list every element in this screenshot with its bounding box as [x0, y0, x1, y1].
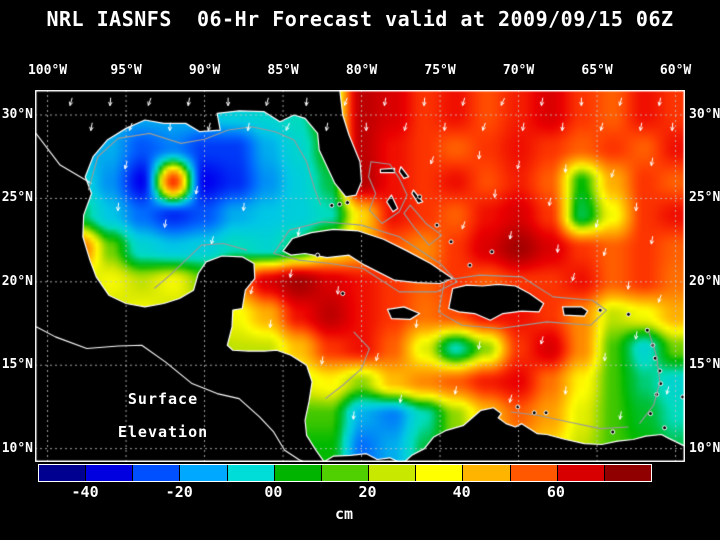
- colorbar-segment-5: [274, 465, 322, 481]
- lon-axis-label: 95°W: [110, 63, 142, 78]
- lat-axis-label-left: 10°N: [1, 440, 33, 456]
- colorbar-segment-11: [557, 465, 605, 481]
- lat-axis-label-left: 30°N: [1, 107, 33, 123]
- colorbar-segment-9: [463, 465, 511, 481]
- colorbar-segment-2: [133, 465, 181, 481]
- colorbar: [38, 464, 652, 482]
- lat-axis-label-right: 15°N: [689, 357, 720, 373]
- lat-axis-label-left: 20°N: [1, 273, 33, 289]
- surface-elevation-map-canvas: [35, 90, 685, 462]
- colorbar-unit-label: cm: [334, 505, 354, 523]
- lon-axis-label: 70°W: [502, 63, 535, 78]
- lon-axis-label: 60°W: [659, 63, 692, 78]
- lon-axis-label: 100°W: [27, 63, 68, 78]
- colorbar-tick-label: 40: [452, 483, 471, 501]
- colorbar-segment-7: [369, 465, 417, 481]
- colorbar-tick-label: 20: [358, 483, 377, 501]
- map-annotation-elevation: Elevation: [117, 423, 209, 441]
- lon-axis-label: 75°W: [424, 63, 456, 78]
- lat-axis-label-right: 10°N: [689, 440, 720, 456]
- colorbar-tick-label: -40: [71, 483, 99, 501]
- lat-axis-label-right: 20°N: [689, 273, 720, 289]
- colorbar-segment-10: [510, 465, 558, 481]
- figure-title: NRL IASNFS 06-Hr Forecast valid at 2009/…: [46, 7, 674, 31]
- colorbar-tick-label: 00: [264, 483, 283, 501]
- lat-axis-label-right: 30°N: [689, 107, 720, 123]
- lat-axis-label-left: 15°N: [1, 357, 33, 373]
- map-plot-area: Surface Elevation 100°W 95°W 90°W 85°W 80°W 7…: [2, 63, 720, 462]
- colorbar-segment-1: [86, 465, 134, 481]
- colorbar-segment-6: [321, 465, 370, 481]
- lat-axis-label-right: 25°N: [689, 190, 720, 206]
- lat-axis-label-left: 25°N: [1, 190, 33, 206]
- lon-axis-label: 90°W: [188, 63, 221, 78]
- lon-axis-label: 65°W: [581, 63, 613, 78]
- colorbar-segment-8: [416, 465, 464, 481]
- colorbar-tick-label: 60: [546, 483, 565, 501]
- lon-axis-label: 80°W: [345, 63, 378, 78]
- colorbar-tick-label: -20: [165, 483, 193, 501]
- colorbar-segment-12: [604, 465, 652, 481]
- colorbar-segment-4: [227, 465, 275, 481]
- colorbar-segment-3: [180, 465, 228, 481]
- colorbar-tick-labels: -40 -20 00 20 40 60: [38, 483, 650, 501]
- colorbar-segment-0: [39, 465, 87, 481]
- map-annotation-surface: Surface: [127, 390, 199, 408]
- lon-axis-label: 85°W: [267, 63, 299, 78]
